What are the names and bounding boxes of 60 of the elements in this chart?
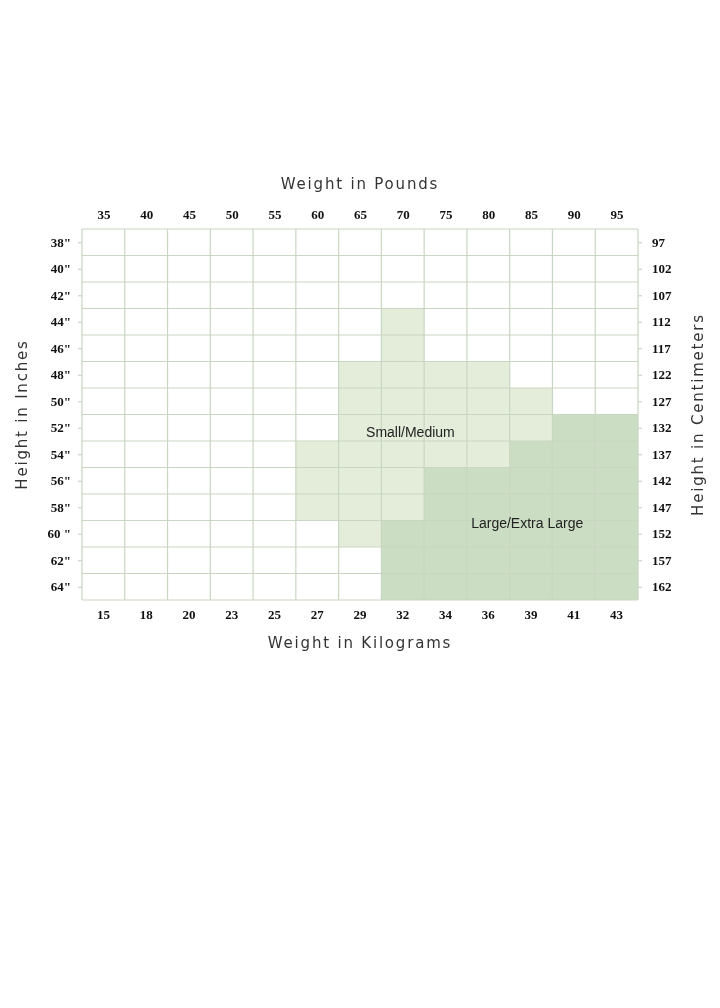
x-tick-label: 15 [96, 607, 111, 623]
x-tick-label: 36 [481, 607, 496, 623]
series-label: Large/Extra Large [471, 514, 584, 531]
y2-tick-label: 157 [652, 552, 672, 568]
x-tick-label: 43 [610, 607, 624, 623]
y2-tick-label: 137 [652, 446, 672, 462]
x-tick-label: 41 [567, 607, 581, 623]
y2-tick-label: 102 [652, 261, 672, 277]
x2-tick-label: 55 [268, 207, 282, 222]
y-tick-label: 42" [50, 287, 71, 303]
x2-tick-label: 85 [525, 207, 539, 222]
y-axis-title: Height in Inches [13, 339, 31, 490]
series-label: Small/Medium [366, 423, 455, 440]
x2-tick-label: 40 [140, 207, 154, 222]
y-tick-label: 44" [50, 314, 71, 330]
x2-tick-label: 50 [225, 207, 239, 222]
x-tick-label: 34 [439, 607, 453, 623]
y2-tick-label: 122 [652, 367, 672, 383]
y2-tick-label: 127 [652, 393, 672, 409]
y-tick-label: 54" [50, 446, 71, 462]
x2-tick-label: 65 [354, 207, 368, 222]
y-tick-label: 48" [50, 367, 71, 383]
x-tick-label: 23 [225, 607, 239, 623]
y-tick-label: 38" [50, 234, 71, 250]
y-tick-label: 52" [50, 420, 71, 436]
x-tick-label: 20 [182, 607, 196, 623]
x-tick-label: 29 [353, 607, 367, 623]
x2-tick-label: 45 [182, 207, 197, 222]
y-tick-label: 58" [50, 499, 71, 515]
y2-axis-title: Height in Centimeters [689, 313, 707, 516]
y-tick-label: 40" [50, 261, 71, 277]
x2-tick-label: 80 [482, 207, 496, 222]
y-tick-label: 62" [50, 552, 71, 568]
x2-tick-label: 90 [567, 207, 581, 222]
y2-tick-label: 112 [652, 314, 671, 330]
x2-tick-label: 75 [439, 207, 454, 222]
y2-tick-label: 107 [652, 287, 672, 303]
x-tick-label: 18 [139, 607, 154, 623]
y2-tick-label: 97 [652, 234, 666, 250]
x2-tick-label: 95 [610, 207, 625, 222]
x-tick-label: 25 [267, 607, 282, 623]
y2-tick-label: 142 [652, 473, 672, 489]
y-tick-label: 60 " [47, 526, 71, 542]
y2-tick-label: 162 [652, 579, 672, 595]
y-tick-label: 46" [50, 340, 71, 356]
x2-tick-label: 70 [396, 207, 410, 222]
x-tick-label: 39 [524, 607, 539, 623]
x-tick-label: 32 [396, 607, 410, 623]
y-tick-label: 50" [50, 393, 71, 409]
y2-tick-label: 117 [652, 340, 672, 356]
x-axis-title: Weight in Kilograms [267, 634, 453, 652]
y2-tick-label: 132 [652, 420, 672, 436]
y-tick-label: 56" [50, 473, 71, 489]
x2-tick-label: 35 [97, 207, 111, 222]
x2-tick-label: 60 [311, 207, 325, 222]
y2-tick-label: 147 [652, 499, 672, 515]
x2-axis-title: Weight in Pounds [280, 175, 440, 193]
y2-tick-label: 152 [652, 526, 672, 542]
x-tick-label: 27 [310, 607, 325, 623]
y-tick-label: 64" [50, 579, 71, 595]
